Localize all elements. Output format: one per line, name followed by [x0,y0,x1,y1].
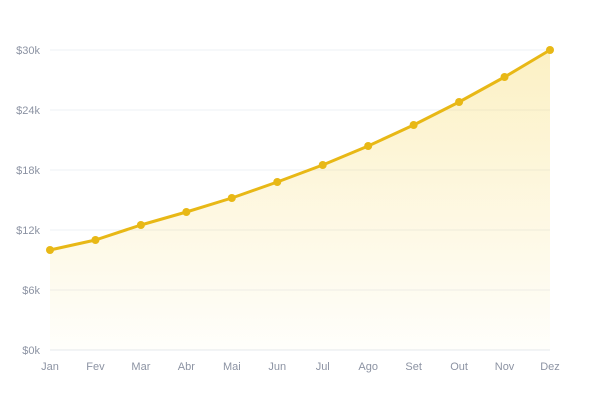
x-tick-label: Nov [495,361,515,373]
data-point-mar[interactable] [136,221,145,229]
x-tick-label: Set [405,361,422,373]
data-point-set[interactable] [409,121,418,129]
x-axis: Jan Fev Mar Abr Mai Jun Jul Ago Set Out Nov Dez [41,361,560,373]
x-tick-label: Mai [223,361,241,373]
x-tick-label: Out [450,361,468,373]
data-point-nov[interactable] [500,73,509,81]
y-tick-label: $12k [16,225,40,237]
data-point-mai[interactable] [227,194,236,202]
x-tick-label: Jun [268,361,286,373]
y-tick-label: $0k [22,345,40,357]
data-point-fev[interactable] [91,236,100,244]
data-point-out[interactable] [455,98,464,106]
data-point-ago[interactable] [364,142,373,150]
area-fill-layer [50,50,550,350]
x-tick-label: Mar [131,361,150,373]
y-tick-label: $6k [22,285,40,297]
x-tick-label: Abr [178,361,195,373]
x-tick-label: Jan [41,361,59,373]
series-line-layer [48,48,552,252]
y-tick-label: $30k [16,45,40,57]
y-tick-label: $24k [16,105,40,117]
data-points [46,46,554,254]
x-tick-label: Fev [86,361,105,373]
y-axis: $0k $6k $12k $18k $24k $30k [16,45,40,357]
data-point-dez[interactable] [546,46,554,54]
data-point-abr[interactable] [182,208,191,216]
series-line [48,48,552,252]
x-tick-label: Jul [316,361,330,373]
data-point-jan[interactable] [46,246,54,254]
data-point-jun[interactable] [273,178,282,186]
x-tick-label: Ago [358,361,378,373]
series-area [50,50,550,350]
data-point-jul[interactable] [318,161,327,169]
y-tick-label: $18k [16,165,40,177]
x-tick-label: Dez [540,361,560,373]
